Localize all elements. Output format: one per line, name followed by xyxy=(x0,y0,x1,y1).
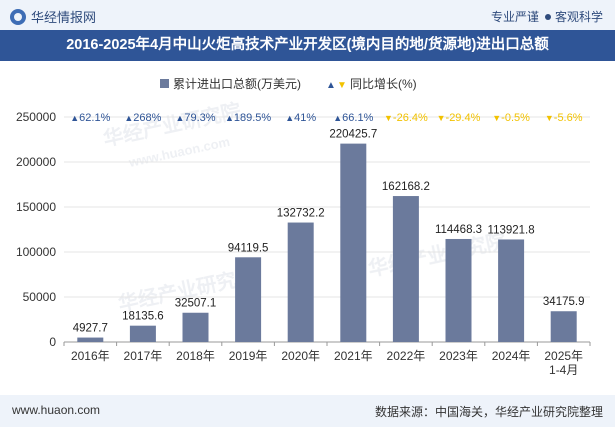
bar xyxy=(550,311,577,342)
growth-label: ▼-0.5% xyxy=(492,112,530,124)
growth-label: ▼-5.6% xyxy=(545,112,583,124)
data-source: 数据来源：中国海关，华经产业研究院整理 xyxy=(374,405,603,419)
x-axis: 2016年 2017年 2018年 2019年 2020年 2021年 2022年 2023年… xyxy=(63,342,591,377)
x-tick-label: 1-4月 xyxy=(549,363,578,377)
bar xyxy=(77,337,104,342)
x-tick-label: 2019年 xyxy=(229,349,268,363)
y-tick-label: 150000 xyxy=(16,200,56,214)
bar-value-label: 132732.2 xyxy=(277,208,325,220)
bar xyxy=(287,222,314,342)
top-bar: 华经情报网 专业严谨 客观科学 xyxy=(0,0,615,30)
y-tick-label: 250000 xyxy=(16,110,56,124)
x-tick-label: 2022年 xyxy=(387,349,426,363)
bar-value-label: 162168.2 xyxy=(382,181,430,193)
bar xyxy=(392,196,419,342)
bar-value-label: 34175.9 xyxy=(543,296,585,308)
growth-label: ▼-29.4% xyxy=(437,112,481,124)
bar-value-label: 18135.6 xyxy=(122,311,164,323)
bar-series: 4927.7 ▲62.1% 18135.6 ▲268% 32507.1 ▲79.3% 941… xyxy=(70,112,584,342)
growth-label: ▲62.1% xyxy=(70,112,110,124)
logo-icon xyxy=(10,8,26,25)
chart: 华经产业研究院 www.huaon.com 华经产业研究院 华经产业研究院 累计… xyxy=(16,77,591,377)
bar-value-label: 32507.1 xyxy=(175,298,217,310)
bar-value-label: 4927.7 xyxy=(73,323,108,335)
y-tick-label: 0 xyxy=(49,335,56,349)
slogan-left: 专业严谨 xyxy=(490,10,539,24)
x-tick-label: 2017年 xyxy=(124,349,163,363)
x-tick-label: 2025年 xyxy=(544,349,583,363)
legend-down-icon: ▼ xyxy=(337,80,347,91)
bar-value-label: 94119.5 xyxy=(228,242,269,254)
legend: 累计进出口总额(万美元) ▲ ▼ 同比增长(%) xyxy=(160,77,417,91)
slogan-right: 客观科学 xyxy=(554,10,603,24)
bullet-icon xyxy=(544,14,551,20)
bar xyxy=(498,239,525,342)
growth-label: ▲268% xyxy=(124,112,161,124)
y-tick-label: 50000 xyxy=(23,290,57,304)
x-tick-label: 2021年 xyxy=(334,349,373,363)
x-tick-label: 2020年 xyxy=(281,349,320,363)
bar xyxy=(182,312,209,342)
bar xyxy=(340,143,367,342)
y-tick-label: 100000 xyxy=(16,245,56,259)
growth-label: ▲189.5% xyxy=(225,112,271,124)
legend-growth-label: 同比增长(%) xyxy=(350,77,417,91)
bar xyxy=(129,325,156,342)
growth-label: ▲66.1% xyxy=(333,112,373,124)
footer-url[interactable]: www.huaon.com xyxy=(12,403,101,417)
bar xyxy=(445,238,472,342)
bar xyxy=(235,257,262,342)
bar-value-label: 114468.3 xyxy=(435,224,482,236)
legend-bar-swatch xyxy=(160,79,169,88)
slogan: 专业严谨 客观科学 xyxy=(491,8,603,25)
growth-label: ▼-26.4% xyxy=(384,112,428,124)
x-tick-label: 2023年 xyxy=(439,349,478,363)
legend-bar-label: 累计进出口总额(万美元) xyxy=(173,77,301,91)
bar-value-label: 220425.7 xyxy=(329,129,377,141)
legend-up-icon: ▲ xyxy=(326,80,336,91)
x-tick-label: 2016年 xyxy=(71,349,110,363)
site-name: 华经情报网 xyxy=(31,10,97,25)
x-tick-label: 2024年 xyxy=(492,349,531,363)
growth-label: ▲79.3% xyxy=(175,112,215,124)
brand[interactable]: 华经情报网 xyxy=(10,7,96,26)
chart-title: 2016-2025年4月中山火炬高技术产业开发区(境内目的地/货源地)进出口总额 xyxy=(0,30,615,61)
growth-label: ▲41% xyxy=(285,112,316,124)
footer: www.huaon.com 数据来源：中国海关，华经产业研究院整理 xyxy=(0,395,615,427)
y-tick-label: 200000 xyxy=(16,155,56,169)
bar-value-label: 113921.8 xyxy=(488,224,535,236)
x-tick-label: 2018年 xyxy=(176,349,215,363)
